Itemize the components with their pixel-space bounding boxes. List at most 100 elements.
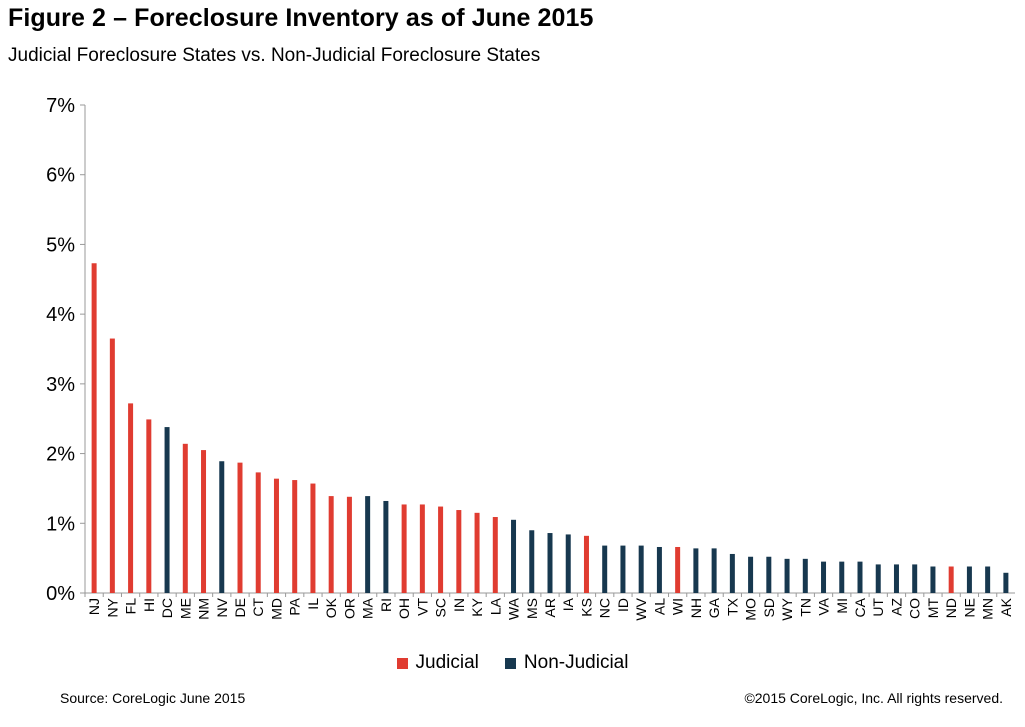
x-tick-label: SC <box>433 598 449 617</box>
y-tick-label: 0% <box>46 583 75 605</box>
x-tick-label: TN <box>797 598 813 617</box>
x-tick-label: NC <box>597 598 613 618</box>
x-tick-label: ID <box>615 598 631 612</box>
x-tick-label: SD <box>761 598 777 617</box>
bar-md <box>273 478 279 593</box>
bar-il <box>310 483 316 593</box>
bar-id <box>620 545 626 593</box>
x-tick-label: FL <box>123 598 139 615</box>
legend-item-non-judicial: Non-Judicial <box>504 652 629 674</box>
bar-oh <box>401 504 407 593</box>
bar-wv <box>638 545 644 593</box>
bar-sd <box>766 556 772 593</box>
x-tick-label: ME <box>177 598 193 619</box>
bar-dc <box>164 427 170 593</box>
legend-label-judicial: Judicial <box>415 652 479 673</box>
bar-ar <box>547 533 553 593</box>
legend-item-judicial: Judicial <box>396 652 479 674</box>
x-tick-label: CO <box>907 598 923 619</box>
bar-ma <box>365 496 371 593</box>
x-tick-label: CT <box>250 598 266 617</box>
chart-title: Figure 2 – Foreclosure Inventory as of J… <box>8 4 594 32</box>
x-tick-label: PA <box>287 597 303 615</box>
x-tick-label: VT <box>414 598 430 616</box>
bar-tx <box>729 553 735 593</box>
x-tick-label: UT <box>870 598 886 617</box>
x-tick-label: WV <box>633 597 649 620</box>
x-tick-label: LA <box>487 597 503 615</box>
x-tick-label: AZ <box>888 598 904 616</box>
bar-mo <box>748 556 754 593</box>
x-tick-label: KS <box>578 598 594 617</box>
bar-nm <box>201 450 207 593</box>
y-tick-label: 2% <box>46 444 75 466</box>
bar-sc <box>438 506 444 593</box>
bar-mi <box>839 561 845 593</box>
bar-ut <box>875 564 881 593</box>
bar-ny <box>109 338 115 593</box>
chart-subtitle: Judicial Foreclosure States vs. Non-Judi… <box>8 45 541 66</box>
bar-ca <box>857 561 863 593</box>
bar-co <box>912 564 918 593</box>
x-tick-label: WY <box>779 597 795 620</box>
bar-nj <box>91 263 97 593</box>
bar-la <box>492 517 498 593</box>
bar-wa <box>511 519 517 593</box>
x-tick-label: ND <box>943 598 959 618</box>
bar-ok <box>328 496 334 593</box>
x-tick-label: NV <box>214 597 230 617</box>
bar-ga <box>711 548 717 593</box>
bar-ks <box>583 535 589 593</box>
x-tick-label: VA <box>816 597 832 615</box>
bar-fl <box>128 403 134 593</box>
x-tick-label: OR <box>341 598 357 619</box>
x-tick-label: HI <box>141 598 157 612</box>
bar-ak <box>1003 572 1009 593</box>
bar-or <box>346 496 352 593</box>
bar-ne <box>966 566 972 593</box>
bar-va <box>821 561 827 593</box>
bar-ms <box>529 530 535 593</box>
bar-wy <box>784 558 790 593</box>
bar-tn <box>802 558 808 593</box>
x-tick-label: NE <box>961 598 977 617</box>
y-tick-label: 6% <box>46 165 75 187</box>
bar-az <box>893 564 899 593</box>
x-tick-label: IA <box>560 597 576 611</box>
bar-nc <box>602 545 608 593</box>
x-tick-label: NM <box>196 598 212 620</box>
x-tick-label: OH <box>396 598 412 619</box>
bar-pa <box>292 480 298 593</box>
x-tick-label: TX <box>724 597 740 616</box>
x-tick-label: AR <box>542 598 558 617</box>
legend-swatch-judicial <box>396 657 408 669</box>
copyright-note: ©2015 CoreLogic, Inc. All rights reserve… <box>744 690 1003 706</box>
x-tick-label: NY <box>104 597 120 617</box>
x-tick-label: AL <box>651 598 667 615</box>
x-tick-label: DE <box>232 598 248 617</box>
bar-al <box>656 546 662 593</box>
y-tick-label: 3% <box>46 374 75 396</box>
legend-label-non-judicial: Non-Judicial <box>523 652 629 673</box>
bar-in <box>456 510 462 593</box>
x-tick-label: NH <box>688 598 704 618</box>
x-tick-label: AK <box>998 597 1014 616</box>
bar-ct <box>255 472 261 593</box>
bar-nv <box>219 461 225 593</box>
bar-mn <box>985 566 991 593</box>
x-tick-label: MS <box>524 598 540 619</box>
legend-swatch-non-judicial <box>504 657 516 669</box>
bar-ri <box>383 500 389 593</box>
y-tick-label: 4% <box>46 304 75 326</box>
x-tick-label: WA <box>506 597 522 620</box>
bar-hi <box>146 419 152 593</box>
bar-me <box>182 443 188 593</box>
bar-ia <box>565 534 571 593</box>
x-tick-label: IL <box>305 598 321 610</box>
x-tick-label: OK <box>323 597 339 618</box>
bar-nd <box>948 566 954 593</box>
x-tick-label: DC <box>159 598 175 618</box>
x-tick-label: MD <box>268 598 284 620</box>
x-tick-label: MA <box>360 597 376 619</box>
